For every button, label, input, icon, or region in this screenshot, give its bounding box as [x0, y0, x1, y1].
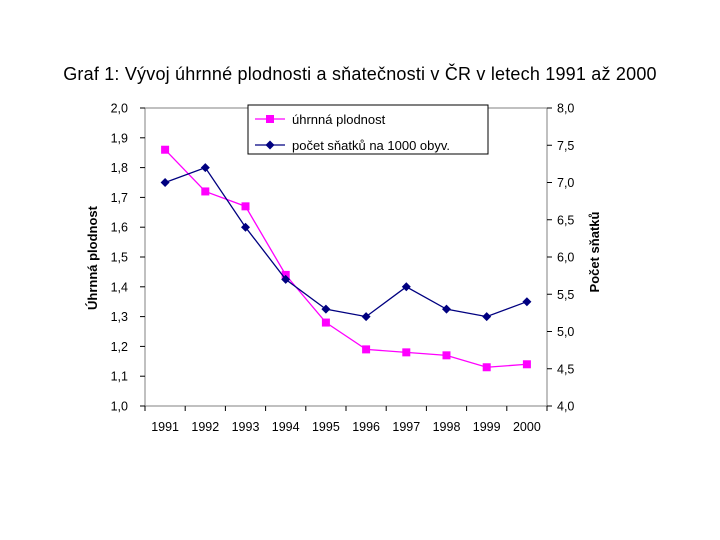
- x-tick-label: 1999: [473, 420, 501, 434]
- x-tick-label: 1997: [392, 420, 420, 434]
- left-tick-label: 1,3: [111, 310, 128, 324]
- data-point-fertility: [321, 318, 330, 327]
- data-point-marriages: [160, 178, 170, 187]
- data-point-marriages: [241, 222, 250, 232]
- data-point-fertility: [522, 360, 531, 369]
- legend: úhrnná plodnost počet sňatků na 1000 oby…: [247, 104, 489, 155]
- right-tick-label: 4,0: [557, 400, 574, 414]
- series-line-fertility: [164, 149, 527, 368]
- right-tick-label: 5,0: [557, 325, 574, 339]
- left-tick-label: 1,8: [111, 161, 128, 175]
- right-y-axis: 4,0 4,5 5,0 5,5 6,0 6,5 7,0 7,5 8,0: [547, 102, 574, 414]
- data-point-marriages: [482, 312, 492, 322]
- left-tick-label: 1,9: [111, 131, 128, 145]
- x-tick-label: 2000: [513, 420, 541, 434]
- right-tick-label: 7,5: [557, 139, 574, 153]
- x-tick-label: 1995: [312, 420, 340, 434]
- series-line-marriages: [164, 166, 528, 318]
- right-tick-label: 6,5: [557, 213, 574, 227]
- data-point-marriages: [401, 282, 411, 292]
- series-layer: [160, 145, 532, 372]
- right-axis-label: Počet sňatků: [587, 211, 602, 292]
- data-point-fertility: [402, 348, 411, 357]
- left-tick-label: 1,0: [111, 400, 128, 414]
- left-tick-label: 2,0: [111, 102, 128, 116]
- x-tick-label: 1993: [232, 420, 260, 434]
- data-point-fertility: [161, 145, 170, 154]
- legend-marker-marriages: [265, 140, 275, 150]
- legend-marker-fertility: [266, 115, 274, 123]
- legend-label-marriages: počet sňatků na 1000 obyv.: [292, 138, 450, 153]
- left-tick-label: 1,2: [111, 340, 128, 354]
- chart-title: Graf 1: Vývoj úhrnné plodnosti a sňatečn…: [63, 64, 657, 84]
- data-point-marriages: [281, 274, 291, 284]
- left-y-axis: 1,0 1,1 1,2 1,3 1,4 1,5 1,6 1,7 1,8 1,9 2,0: [111, 102, 145, 414]
- data-point-marriages: [442, 304, 451, 314]
- x-tick-label: 1994: [272, 420, 300, 434]
- data-point-fertility: [362, 345, 371, 354]
- left-tick-label: 1,5: [111, 251, 128, 265]
- legend-box: [247, 104, 489, 155]
- right-tick-label: 6,0: [557, 251, 574, 265]
- legend-label-fertility: úhrnná plodnost: [292, 112, 386, 127]
- x-tick-label: 1996: [352, 420, 380, 434]
- left-tick-label: 1,4: [111, 280, 128, 294]
- right-tick-label: 8,0: [557, 102, 574, 116]
- right-tick-label: 4,5: [557, 362, 574, 376]
- data-point-marriages: [321, 304, 331, 314]
- left-tick-label: 1,7: [111, 191, 128, 205]
- x-tick-label: 1992: [191, 420, 219, 434]
- right-tick-label: 7,0: [557, 176, 574, 190]
- data-point-fertility: [241, 202, 250, 211]
- data-point-marriages: [200, 163, 210, 173]
- left-axis-label: Úhrnná plodnost: [85, 205, 100, 310]
- right-tick-label: 5,5: [557, 288, 574, 302]
- left-tick-label: 1,1: [111, 370, 128, 384]
- data-point-fertility: [482, 363, 491, 372]
- data-point-fertility: [442, 351, 451, 360]
- data-point-marriages: [361, 312, 371, 322]
- x-tick-label: 1998: [433, 420, 461, 434]
- data-point-fertility: [201, 187, 210, 196]
- data-point-marriages: [522, 297, 532, 307]
- x-axis: 1991 1992 1993 1994 1995 1996 1997 1998 1999 2000: [144, 406, 548, 434]
- x-tick-label: 1991: [151, 420, 179, 434]
- left-tick-label: 1,6: [111, 221, 128, 235]
